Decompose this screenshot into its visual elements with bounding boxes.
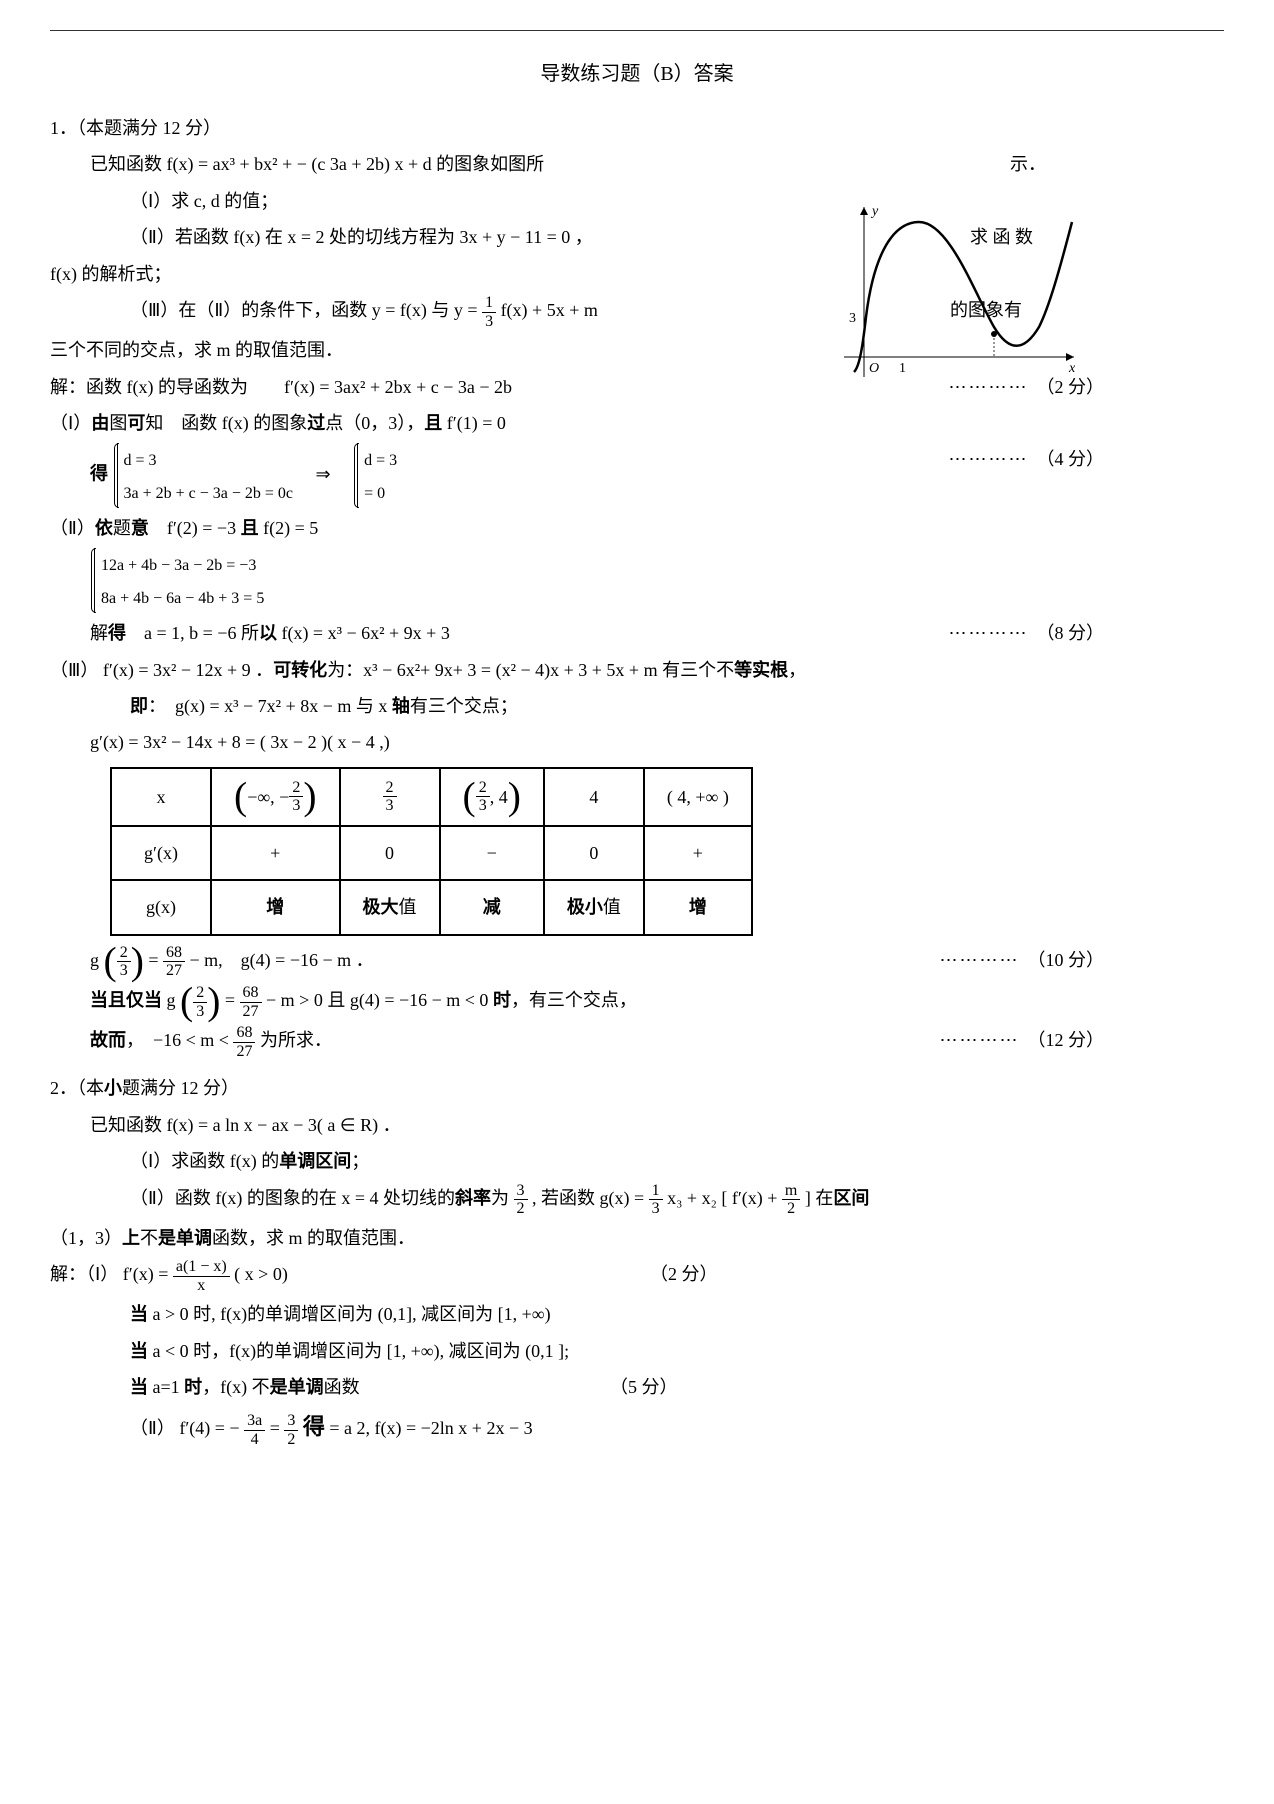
q1-l2: （Ⅰ）求 c, d 的值； [50,185,1224,217]
q2-l1: 已知函数 f(x) = a ln x − ax − 3( a ∈ R) ． [50,1109,1224,1141]
q1-sol7: 即： g(x) = x³ − 7x² + 8x − m 与 x 轴有三个交点； [50,690,1224,722]
q2-l4: （1，3）上不是单调函数，求 m 的取值范围． [50,1222,1224,1254]
q1-l5: （Ⅲ）在（Ⅱ）的条件下，函数 y = f(x) 与 y = 13 f(x) + … [50,294,1224,330]
score-12: （12 分） [940,1024,1105,1056]
q1-sol8: g′(x) = 3x² − 14x + 8 = ( 3x − 2 )( x − … [50,726,1224,758]
cell: + [211,826,340,880]
q1-l6: 三个不同的交点，求 m 的取值范围． [50,334,1224,366]
page-title: 导数练习题（B）答案 [50,56,1224,92]
q2-header: 2．（本小题满分 12 分） [50,1072,1224,1104]
cell: 极大值 [340,880,440,934]
score-2: （2 分） [949,371,1105,403]
q1-header: 1．（本题满分 12 分） [50,112,1224,144]
brace-1: d = 3 3a + 2b + c − 3a − 2b = 0c [117,443,294,508]
brace-2: d = 3 = 0 [357,443,397,508]
q1-l3: （Ⅱ）若函数 f(x) 在 x = 2 处的切线方程为 3x + y − 11 … [50,221,1224,253]
q2-l3: （Ⅱ）函数 f(x) 的图象的在 x = 4 处切线的斜率为 32 , 若函数 … [50,1182,1224,1218]
table-row: x (−∞, −23) 23 (23, 4) 4 ( 4, +∞ ) [111,768,752,826]
table-row: g′(x) + 0 − 0 + [111,826,752,880]
cell: x [111,768,211,826]
q1-sol2: （Ⅰ）由图可知 函数 f(x) 的图象过点（0，3），且 f′(1) = 0 [50,407,1224,439]
q1-l3-tail: 求 函 数 [970,221,1033,253]
cell: 4 [544,768,644,826]
q1-l4: f(x) 的解析式； [50,258,1224,290]
q1-sol1: 解：函数 f(x) 的导函数为 f′(x) = 3ax² + 2bx + c −… [50,371,1224,403]
q1-l5b: f(x) + 5x + m [501,300,598,320]
q2-sol4: 当 a=1 时，f(x) 不是单调函数 （5 分） [50,1371,1224,1403]
cell: ( 4, +∞ ) [644,768,752,826]
cell: − [440,826,544,880]
q1-l5a: （Ⅲ）在（Ⅱ）的条件下，函数 y = f(x) 与 y = [130,300,482,320]
q1-l1: 已知函数 f(x) = ax³ + bx² + − (c 3a + 2b) x … [50,148,1224,180]
q1-l1-text: 已知函数 f(x) = ax³ + bx² + − (c 3a + 2b) x … [90,154,544,174]
q2-l2: （Ⅰ）求函数 f(x) 的单调区间； [50,1145,1224,1177]
frac-1-3: 13 [482,294,496,330]
score-5: （5 分） [610,1371,678,1403]
cell: 23 [340,768,440,826]
q1-sol3: 得 d = 3 3a + 2b + c − 3a − 2b = 0c ⇒ d =… [50,443,1224,508]
q1-sol1-text: 解：函数 f(x) 的导函数为 f′(x) = 3ax² + 2bx + c −… [50,377,512,397]
cell: g(x) [111,880,211,934]
cell: 0 [340,826,440,880]
cell: g′(x) [111,826,211,880]
q1-l1-tail: 示． [1010,148,1046,180]
cell: + [644,826,752,880]
q1-sol10: 当且仅当 g (23) = 6827 − m > 0 且 g(4) = −16 … [50,984,1224,1020]
cell: 增 [211,880,340,934]
table-row: g(x) 增 极大值 减 极小值 增 [111,880,752,934]
q2-sol3: 当 a < 0 时，f(x)的单调增区间为 [1, +∞), 减区间为 (0,1… [50,1335,1224,1367]
score-10: （10 分） [940,944,1105,976]
cell: 0 [544,826,644,880]
sign-table: x (−∞, −23) 23 (23, 4) 4 ( 4, +∞ ) g′(x)… [110,767,753,936]
q1-sol6: （Ⅲ） f′(x) = 3x² − 12x + 9 ．可转化为：x³ − 6x²… [50,654,1224,686]
cell: 减 [440,880,544,934]
score-2b: （2 分） [650,1258,718,1290]
q1-sol9: g (23) = 6827 − m, g(4) = −16 − m ． （10 … [50,944,1224,980]
q1-l5-tail: 的图象有 [950,294,1022,326]
score-8: （8 分） [949,617,1105,649]
q2-sol2: 当 a > 0 时, f(x)的单调增区间为 (0,1], 减区间为 [1, +… [50,1298,1224,1330]
cell: 极小值 [544,880,644,934]
q2-sol5: （Ⅱ） f′(4) = − 3a4 = 32 得 = a 2, f(x) = −… [50,1407,1224,1448]
q1-sol3-label: 得 [90,464,108,484]
q1-sol4: （Ⅱ）依题意 f′(2) = −3 且 f(2) = 5 [50,512,1224,544]
arrow-icon: ⇒ [316,464,331,484]
q1-l3-text: （Ⅱ）若函数 f(x) 在 x = 2 处的切线方程为 3x + y − 11 … [130,227,593,247]
cell: (−∞, −23) [211,768,340,826]
q1-brace3: 12a + 4b − 3a − 2b = −3 8a + 4b − 6a − 4… [50,548,1224,613]
score-4: （4 分） [949,443,1105,475]
q2-sol1: 解：（Ⅰ） f′(x) = a(1 − x)x ( x > 0) （2 分） [50,1258,1224,1294]
q1-sol11: 故而， −16 < m < 6827 为所求． （12 分） [50,1024,1224,1060]
cell: (23, 4) [440,768,544,826]
q1-sol5: 解得 a = 1, b = −6 所以 f(x) = x³ − 6x² + 9x… [50,617,1224,649]
cell: 增 [644,880,752,934]
